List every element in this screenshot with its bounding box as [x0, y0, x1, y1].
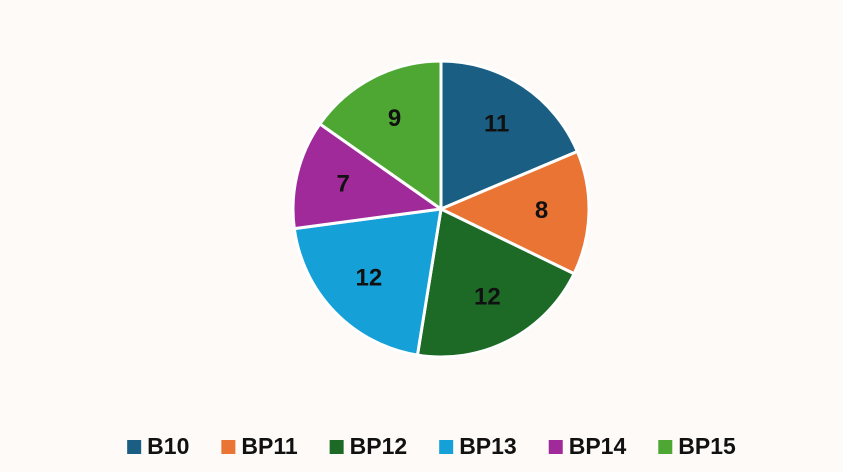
data-label: 11 — [484, 110, 509, 137]
legend-swatch — [548, 440, 563, 454]
data-label: 9 — [388, 105, 401, 132]
legend-label: B10 — [147, 433, 189, 459]
legend-label: BP13 — [459, 433, 517, 459]
legend-swatch — [221, 440, 236, 454]
pie-slice — [291, 122, 443, 231]
data-label: 12 — [474, 284, 501, 311]
data-label: 8 — [535, 197, 548, 224]
legend-label: BP12 — [350, 433, 408, 459]
legend-swatch — [329, 440, 344, 454]
legend-label: BP14 — [569, 433, 627, 459]
data-label: 7 — [337, 170, 350, 197]
pie-slice — [292, 207, 443, 357]
legend-label: BP15 — [678, 433, 736, 459]
pie-slice — [318, 59, 443, 211]
legend-label: BP11 — [241, 433, 297, 459]
legend-swatch — [127, 440, 142, 454]
pie-slice — [415, 207, 576, 359]
legend-swatch — [439, 440, 454, 454]
pie-slice — [439, 59, 579, 211]
legend-swatch — [658, 440, 673, 454]
pie-slice — [439, 149, 591, 276]
data-label: 12 — [356, 265, 383, 292]
